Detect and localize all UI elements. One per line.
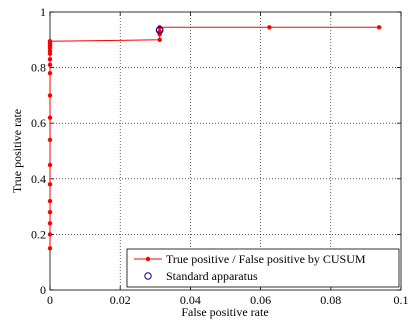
y-tick-label: 0.6 <box>31 116 46 130</box>
data-point <box>47 232 53 237</box>
data-point <box>47 93 53 98</box>
data-point <box>47 70 53 76</box>
data-point <box>47 182 53 187</box>
data-point <box>47 137 53 143</box>
plot-area <box>50 12 401 290</box>
y-axis-ticks: 0 0.2 0.4 0.6 0.8 1 <box>31 5 401 297</box>
data-point <box>47 198 53 204</box>
data-point <box>47 246 53 251</box>
legend-label-standard: Standard apparatus <box>166 269 258 283</box>
data-point <box>47 38 53 44</box>
y-tick-label: 1 <box>40 5 46 19</box>
data-point <box>47 62 53 68</box>
series-1 <box>155 26 164 34</box>
data-point <box>47 57 53 62</box>
y-tick-label: 0 <box>40 283 46 297</box>
legend-marker-standard <box>144 272 152 280</box>
data-point <box>47 221 53 226</box>
data-point <box>157 37 162 42</box>
y-tick-label: 0.4 <box>31 172 46 186</box>
x-tick-label: 0.04 <box>180 293 201 307</box>
legend: True positive / False positive by CUSUM … <box>126 248 400 288</box>
x-tick-label: 0 <box>47 293 53 307</box>
data-point-circle <box>155 26 164 34</box>
grid-lines <box>50 12 401 290</box>
legend-label-cusum: True positive / False positive by CUSUM <box>166 252 366 266</box>
x-tick-label: 0.08 <box>320 293 341 307</box>
y-axis-label: True positive rate <box>10 109 24 193</box>
data-series <box>47 25 382 251</box>
data-point <box>157 29 162 34</box>
data-point <box>47 209 53 215</box>
legend-marker-cusum <box>145 256 151 262</box>
x-axis-ticks: 0 0.02 0.04 0.06 0.08 0.1 <box>47 12 408 307</box>
data-point <box>267 25 272 30</box>
data-point <box>47 115 53 120</box>
x-tick-label: 0.06 <box>250 293 271 307</box>
data-point <box>376 25 382 30</box>
x-tick-label: 0.02 <box>110 293 131 307</box>
x-axis-label: False positive rate <box>181 305 268 319</box>
legend-box <box>126 248 400 288</box>
y-tick-label: 0.2 <box>31 227 46 241</box>
series-0 <box>47 25 382 251</box>
y-tick-label: 0.8 <box>31 61 46 75</box>
data-point <box>47 162 53 168</box>
x-tick-label: 0.1 <box>394 293 408 307</box>
